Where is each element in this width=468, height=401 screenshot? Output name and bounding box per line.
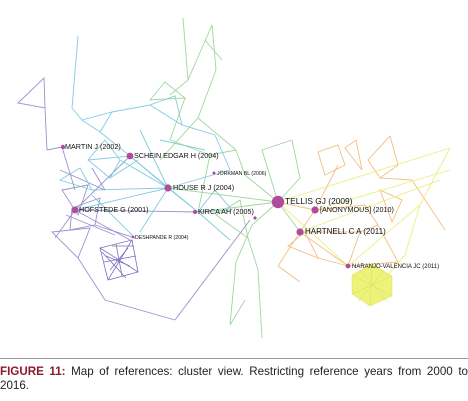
cluster-purple-knot	[99, 239, 139, 281]
nodes	[60, 144, 351, 269]
node-house-r-j-2004-dot[interactable]	[164, 184, 172, 192]
node-misc-dot	[253, 216, 257, 220]
label-martin-j-2002: MARTIN J (2002)	[65, 142, 121, 151]
node-anonymous-2010-dot[interactable]	[311, 206, 319, 214]
node-martin-j-2002-dot[interactable]	[60, 144, 66, 150]
node-hartnell-ca-2011-dot[interactable]	[296, 228, 304, 236]
label-hofstede-g-2001: HOFSTEDE G (2001)	[79, 205, 149, 214]
reference-cluster-map: MARTIN J (2002) SCHEIN EDGAR H (2004) JÖ…	[17, 17, 451, 339]
cluster-orange	[277, 135, 446, 283]
label-anonymous-2010: [ANONYMOUS] (2010)	[320, 205, 394, 214]
node-jorkman-2006-dot[interactable]	[212, 171, 216, 175]
figure-caption-text: Map of references: cluster view. Restric…	[0, 365, 468, 392]
label-kirca-ah-2005: KIRCA AH (2005)	[198, 207, 254, 216]
label-tellis-gj-2009: TELLIS GJ (2009)	[285, 196, 353, 206]
node-deshpande-r-2004-dot[interactable]	[131, 235, 135, 239]
node-labels: MARTIN J (2002) SCHEIN EDGAR H (2004) JÖ…	[65, 142, 439, 270]
label-house-r-j-2004: HOUSE R J (2004)	[173, 183, 234, 192]
cluster-cyan	[58, 35, 233, 241]
label-naranjo-valencia-jc-2011: NARANJO-VALENCIA JC (2011)	[352, 264, 439, 270]
node-kirca-ah-2005-dot[interactable]	[193, 210, 197, 214]
label-schein-edgar-h-2004: SCHEIN EDGAR H (2004)	[134, 151, 219, 160]
node-hofstede-g-2001-dot[interactable]	[71, 206, 79, 214]
cluster-purple	[17, 76, 251, 321]
cluster-yellow-knot	[351, 263, 393, 307]
figure-caption: FIGURE 11: Map of references: cluster vi…	[0, 365, 468, 393]
node-schein-edgar-h-2004-dot[interactable]	[126, 152, 134, 160]
node-tellis-gj-2009-dot[interactable]	[271, 195, 285, 209]
cluster-yellow	[277, 147, 451, 291]
caption-area: FIGURE 11: Map of references: cluster vi…	[0, 358, 468, 401]
label-deshpande-r-2004: DESHPANDE R (2004)	[135, 235, 189, 241]
label-hartnell-ca-2011: HARTNELL C A (2011)	[305, 227, 386, 236]
cluster-green	[148, 17, 301, 339]
figure-label: FIGURE 11:	[0, 365, 66, 378]
label-jorkman-2006: JÖRKMAN BL (2006)	[217, 170, 267, 177]
node-naranjo-valencia-jc-2011-dot[interactable]	[345, 263, 351, 269]
